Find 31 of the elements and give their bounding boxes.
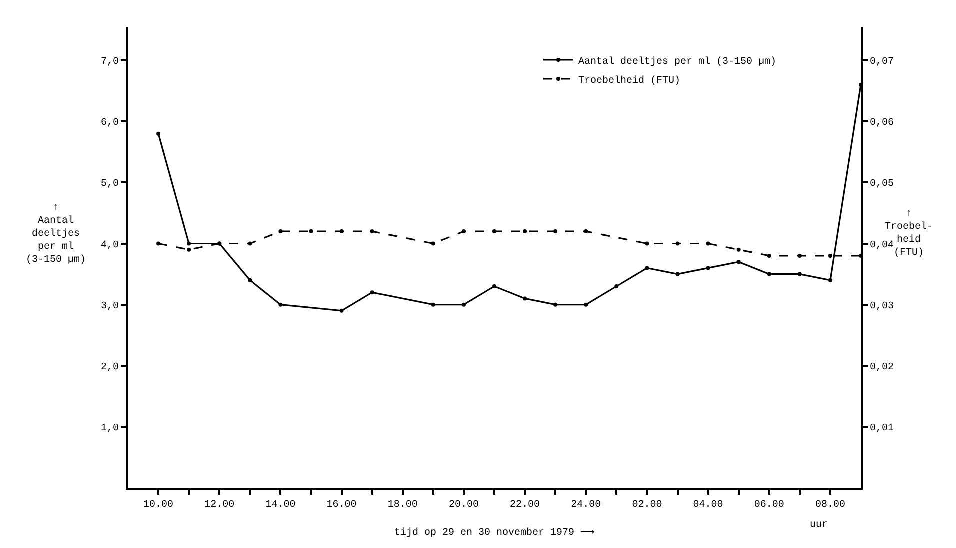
- x-tick-label: 02.00: [632, 500, 662, 511]
- x-tick-label: 12.00: [204, 500, 235, 511]
- y-axis-title: ↑ Aantal deeltjes per ml (3-150 µm): [26, 203, 86, 266]
- x-tick-label: 08.00: [815, 500, 846, 511]
- x-tick-label: 14.00: [266, 500, 296, 511]
- text: uur: [810, 520, 828, 531]
- y2-tick-label: 0,02: [870, 362, 894, 374]
- x-tick-label: 06.00: [754, 500, 784, 511]
- y-tick-label: 6,0: [100, 118, 119, 130]
- x-tick-label: 10.00: [144, 500, 174, 511]
- y2-tick-label: 0,01: [870, 423, 894, 434]
- x-tick-label: 20.00: [448, 500, 479, 511]
- y-tick-label: 2,0: [100, 362, 119, 374]
- y2-tick-label: 0,06: [870, 118, 894, 130]
- y2-tick-label: 0,03: [870, 301, 894, 312]
- x-axis-title: tijd op 29 en 30 november 1979 ⟶: [394, 527, 595, 539]
- y-tick-label: 4,0: [100, 240, 119, 252]
- x-tick-label: 22.00: [510, 500, 540, 511]
- x-tick-label: 04.00: [693, 500, 724, 511]
- x-tick-label: 16.00: [326, 500, 357, 511]
- y2-tick-label: 0,04: [870, 240, 894, 252]
- y2-tick-label: 0,05: [870, 179, 894, 190]
- y-tick-label: 5,0: [100, 179, 119, 190]
- x-tick-label: 18.00: [388, 500, 418, 511]
- y-tick-label: 3,0: [100, 301, 119, 312]
- legend-label: Aantal deeltjes per ml (3-150 µm): [578, 56, 777, 68]
- y2-tick-label: 0,07: [870, 57, 894, 68]
- legend-label: Troebelheid (FTU): [578, 74, 681, 87]
- y-tick-label: 1,0: [100, 423, 119, 434]
- x-tick-label: 24.00: [571, 500, 602, 511]
- y-tick-label: 7,0: [100, 57, 119, 68]
